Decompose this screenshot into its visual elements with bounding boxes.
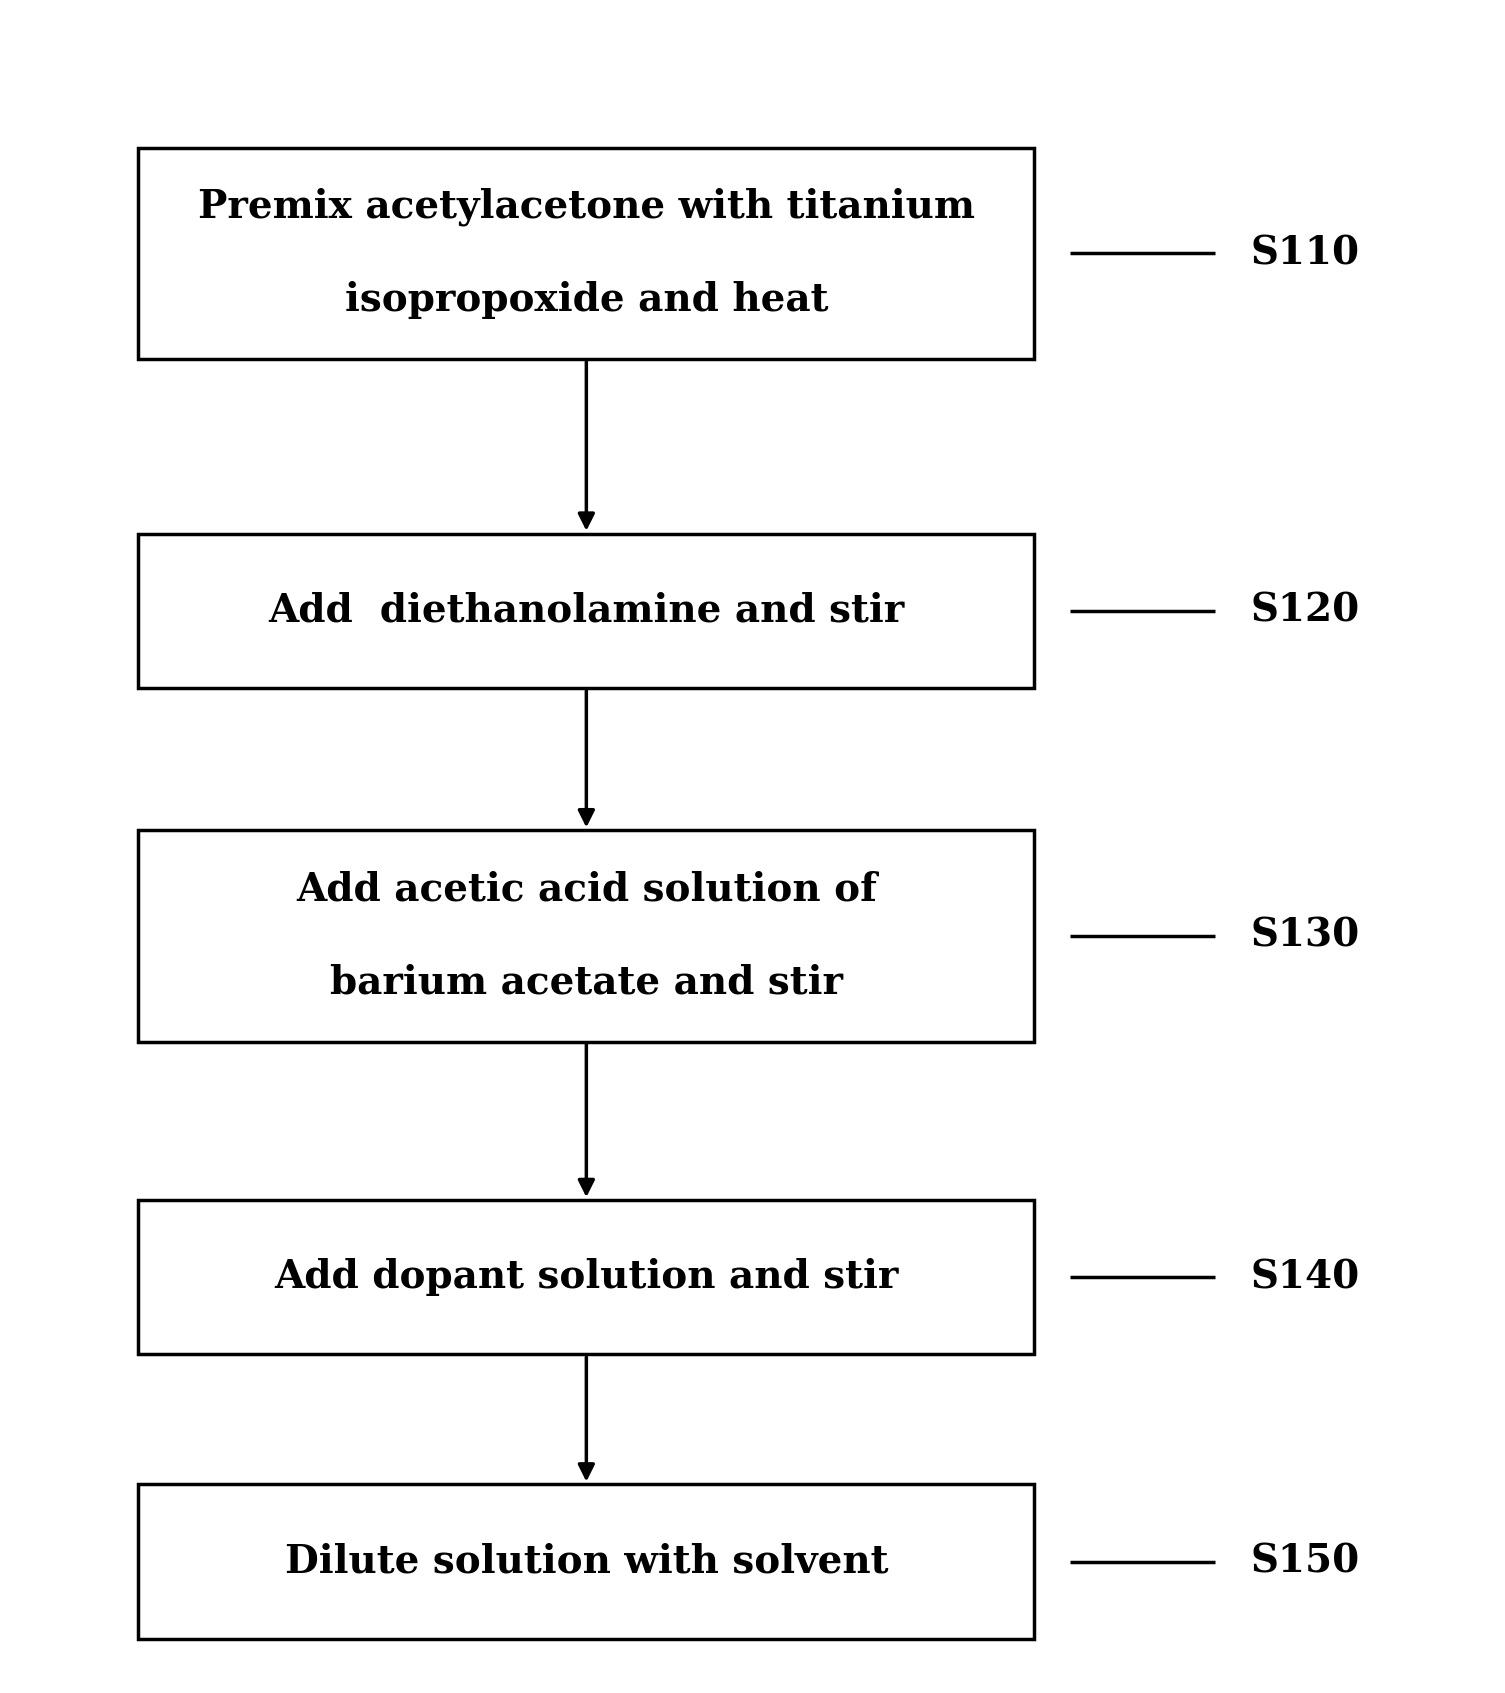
Text: Add  diethanolamine and stir: Add diethanolamine and stir (268, 593, 905, 630)
Text: S110: S110 (1251, 234, 1361, 273)
Text: Add dopant solution and stir: Add dopant solution and stir (274, 1258, 898, 1297)
Bar (138, 1485, 1034, 1639)
Text: Dilute solution with solvent: Dilute solution with solvent (284, 1542, 888, 1581)
Text: barium acetate and stir: barium acetate and stir (330, 963, 843, 1001)
Text: S150: S150 (1251, 1542, 1361, 1581)
Bar (138, 147, 1034, 359)
Text: S130: S130 (1251, 918, 1361, 955)
Text: isopropoxide and heat: isopropoxide and heat (345, 281, 828, 318)
Bar (138, 830, 1034, 1041)
Bar (138, 1200, 1034, 1354)
Text: Add acetic acid solution of: Add acetic acid solution of (296, 870, 877, 909)
Text: S140: S140 (1251, 1258, 1361, 1297)
Bar (138, 533, 1034, 687)
Text: Premix acetylacetone with titanium: Premix acetylacetone with titanium (197, 188, 975, 227)
Text: S120: S120 (1251, 593, 1361, 630)
